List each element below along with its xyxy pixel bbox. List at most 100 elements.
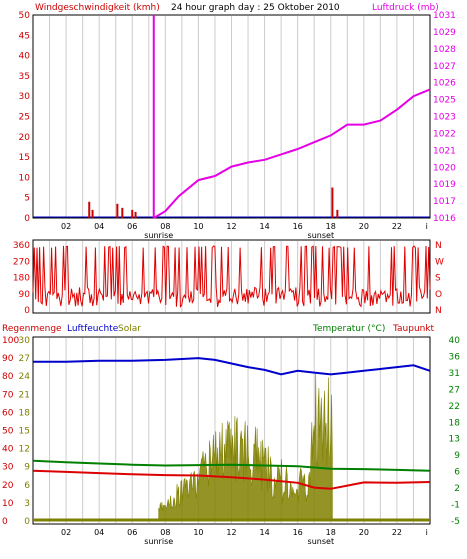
x-tick-label: 06 — [127, 528, 137, 537]
x-tick-label: 14 — [259, 528, 269, 537]
y-tick-wind: 30 — [19, 92, 31, 102]
y-tick-compass: N — [435, 306, 442, 316]
y-tick-pressure: 1021 — [433, 146, 456, 156]
y-tick-compass: S — [435, 274, 441, 284]
y-tick-wind: 15 — [19, 153, 30, 163]
header-pressure-label: Luftdruck (mb) — [372, 3, 439, 13]
y-tick-rain: 80 — [2, 372, 14, 382]
x-tick-label: 16 — [293, 528, 303, 537]
y-tick-wind: 50 — [19, 11, 31, 21]
x-tick-label: 06 — [127, 222, 137, 231]
y-tick-temperature: 13 — [449, 435, 460, 445]
y-tick-solar: 0 — [24, 517, 30, 527]
x-tick-label: 18 — [326, 528, 336, 537]
y-tick-temperature: -1 — [451, 501, 460, 511]
header-wind-label: Windgeschwindigkeit (kmh) — [35, 3, 160, 13]
x-tick-label: 08 — [160, 528, 170, 537]
y-tick-direction: 270 — [13, 257, 30, 267]
dewpoint-line — [32, 469, 431, 490]
y-tick-solar: 24 — [19, 372, 31, 382]
y-tick-pressure: 1025 — [433, 96, 456, 106]
y-tick-pressure: 1023 — [433, 113, 456, 123]
x-tick-label: 20 — [359, 528, 369, 537]
y-tick-temperature: -5 — [451, 517, 460, 527]
x-tick-label: 08 — [160, 222, 170, 231]
y-tick-rain: 10 — [2, 499, 14, 509]
y-tick-direction: 90 — [19, 290, 31, 300]
y-tick-temperature: 9 — [454, 451, 460, 461]
x-tick-label: 20 — [359, 222, 369, 231]
x-tick-label: i — [426, 222, 428, 231]
x-tick-label: 02 — [61, 528, 71, 537]
panel3-humidity-label: Luftfeuchte — [67, 324, 119, 334]
x-tick-label: 18 — [326, 222, 336, 231]
panel3-solar-label: Solar — [118, 324, 141, 334]
panel3-temperature-label: Temperatur (°C) — [312, 324, 385, 334]
y-tick-temperature: 2 — [454, 484, 460, 494]
y-tick-direction: 180 — [13, 274, 30, 284]
x-tick-label: 02 — [61, 222, 71, 231]
y-tick-wind: 10 — [19, 173, 31, 183]
y-tick-pressure: 1017 — [433, 197, 456, 207]
x-tick-label: 10 — [193, 528, 203, 537]
y-tick-direction: 0 — [24, 306, 30, 316]
y-tick-pressure: 1031 — [433, 11, 456, 21]
y-tick-temperature: 36 — [449, 352, 461, 362]
x-tick-label: 10 — [193, 222, 203, 231]
pressure-line — [153, 88, 431, 219]
y-tick-temperature: 27 — [449, 385, 460, 395]
y-tick-solar: 15 — [19, 427, 30, 437]
x-tick-label: i — [426, 528, 428, 537]
y-tick-pressure: 1019 — [433, 180, 456, 190]
series-layer — [32, 15, 431, 522]
y-tick-solar: 6 — [24, 481, 30, 491]
y-tick-rain: 0 — [2, 517, 8, 527]
x-tick-label: 22 — [392, 222, 402, 231]
sunrise-label: sunrise — [144, 231, 173, 240]
x-tick-label: 12 — [226, 222, 236, 231]
y-tick-pressure: 1020 — [433, 163, 456, 173]
y-tick-solar: 18 — [19, 408, 31, 418]
x-tick-label: 04 — [94, 528, 104, 537]
y-tick-compass: O — [435, 290, 442, 300]
y-tick-wind: 0 — [24, 214, 30, 224]
y-tick-wind: 45 — [19, 31, 30, 41]
y-tick-temperature: 18 — [449, 418, 461, 428]
y-tick-pressure: 1027 — [433, 62, 456, 72]
y-tick-wind: 35 — [19, 72, 30, 82]
y-tick-solar: 27 — [19, 354, 30, 364]
y-tick-wind: 25 — [19, 113, 30, 123]
y-tick-rain: 60 — [2, 408, 14, 418]
y-tick-rain: 90 — [2, 354, 14, 364]
wind-direction-line — [32, 245, 431, 309]
x-tick-label: 14 — [259, 222, 269, 231]
y-tick-rain: 40 — [2, 445, 14, 455]
y-tick-pressure: 1026 — [433, 79, 456, 89]
y-tick-pressure: 1022 — [433, 129, 456, 139]
y-tick-wind: 20 — [19, 133, 31, 143]
y-tick-rain: 50 — [2, 427, 14, 437]
y-tick-temperature: 40 — [449, 336, 461, 346]
y-tick-rain: 70 — [2, 390, 14, 400]
y-tick-temperature: 6 — [454, 468, 460, 478]
y-tick-pressure: 1016 — [433, 214, 456, 224]
y-tick-wind: 40 — [19, 52, 31, 62]
y-tick-direction: 360 — [13, 241, 30, 251]
solar-area — [158, 373, 333, 522]
temperature-line — [32, 459, 431, 472]
sunset-label: sunset — [308, 231, 335, 240]
y-tick-solar: 9 — [24, 463, 30, 473]
y-tick-pressure: 1028 — [433, 45, 456, 55]
y-tick-solar: 30 — [19, 336, 31, 346]
y-tick-temperature: 22 — [449, 402, 460, 412]
humidity-line — [33, 357, 431, 376]
y-tick-pressure: 1029 — [433, 28, 456, 38]
panel3-dewpoint-label: Taupunkt — [392, 324, 435, 334]
y-tick-solar: 3 — [24, 499, 30, 509]
header-date-title: 24 hour graph day : 25 Oktober 2010 — [171, 3, 340, 13]
y-tick-temperature: 31 — [449, 369, 460, 379]
x-tick-label: 04 — [94, 222, 104, 231]
x-tick-label: 12 — [226, 528, 236, 537]
y-tick-rain: 100 — [2, 336, 19, 346]
